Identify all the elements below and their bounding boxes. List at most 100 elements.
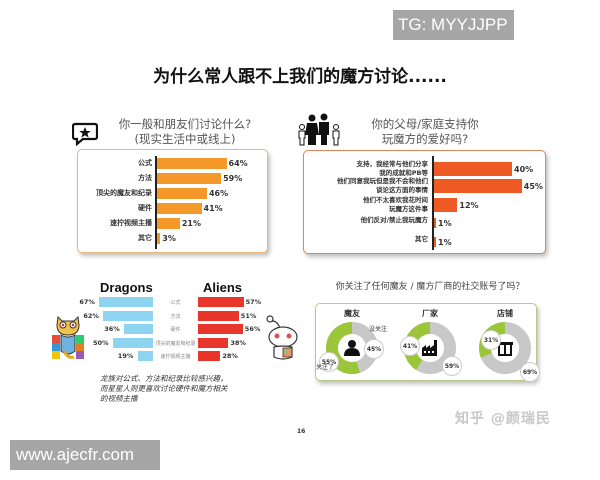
chart2-bar: [434, 179, 522, 193]
page-title: 为什么常人跟不上我们的魔方讨论......: [153, 67, 447, 87]
dragons-value-label: 67%: [79, 298, 95, 306]
chart2-category-line: 玩魔方这件事: [389, 205, 428, 213]
butterfly-category-label: 公式: [170, 300, 181, 306]
chart2-category-label: 他们反对/禁止我玩魔方: [318, 216, 428, 225]
dragons-bar: [124, 324, 153, 334]
chart3-note: 龙族对公式、方法和纪录比较感兴趣， 而星星人则更喜欢讨论硬件和魔方相关 的视频主…: [100, 374, 228, 403]
chart2-bar-row: 1%: [434, 218, 452, 228]
chart1-category-label: 顶尖的魔友和纪录: [96, 189, 152, 197]
butterfly-category-label: 顶尖的魔友和纪录: [155, 340, 196, 347]
aliens-value-label: 56%: [244, 325, 261, 333]
chart2-category-line: 其它: [415, 235, 428, 243]
donut-title: 厂家: [422, 309, 438, 318]
aliens-bar: [198, 337, 229, 348]
chart1-category-label: 其它: [138, 234, 152, 242]
chart2-bar: [434, 237, 436, 247]
donut-percent-bubble: 55%: [319, 352, 339, 372]
chart2-category-label: 他们不太喜欢我花时间 玩魔方这件事: [318, 196, 428, 214]
donut-percent-bubble: 41%: [400, 336, 420, 356]
dragons-value-label: 62%: [83, 311, 99, 320]
chart1-bar: [157, 203, 202, 214]
donut-title: 店铺: [497, 309, 513, 318]
chat-star-icon: [71, 122, 99, 147]
chart1-bar-row: 64%: [157, 158, 248, 169]
aliens-value-label: 57%: [245, 298, 262, 306]
donut-percent-bubble: 59%: [442, 356, 462, 376]
chart1-category-label: 公式: [138, 159, 152, 167]
chart1-category-label: 方法: [138, 174, 152, 182]
chart1-bar: [157, 173, 222, 184]
aliens-bar: [198, 351, 221, 361]
aliens-bar: [198, 324, 243, 334]
watermark-bottom: www.ajecfr.com: [10, 440, 160, 470]
butterfly-category-label: 硬件: [170, 327, 181, 333]
chart1-bar-row: 59%: [157, 173, 242, 184]
donut-percent-bubble: 45%: [364, 339, 384, 359]
aliens-value-label: 38%: [230, 338, 246, 347]
aliens-value-label: 51%: [240, 311, 257, 320]
aliens-value-label: 28%: [222, 352, 238, 360]
chart2-value-label: 12%: [459, 200, 479, 210]
chart1-axis: [155, 156, 157, 249]
chart2-category-line: 我的成就和PB等: [379, 169, 428, 177]
chart2-value-label: 1%: [438, 218, 452, 228]
chart2-category-label: 他们同意我玩但是我不会和他们 谈论这方面的事情: [318, 177, 428, 195]
chart2-value-label: 45%: [523, 181, 543, 191]
page-number: 16: [297, 428, 306, 435]
chart1-value-label: 64%: [228, 159, 248, 168]
dragons-value-label: 19%: [117, 352, 134, 360]
chart2-value-label: 40%: [514, 164, 534, 174]
dragons-bar: [99, 297, 153, 307]
butterfly-category-label: 方法: [170, 313, 181, 320]
chart2-axis: [432, 156, 434, 250]
watermark-top: TG: MYYJJPP: [393, 10, 514, 40]
not-followed-label: 没关注: [369, 326, 388, 333]
chart2-category-line: 他们反对/禁止我玩魔方: [360, 216, 428, 224]
chart2-bar-row: 12%: [434, 198, 479, 212]
dragons-bar: [137, 351, 153, 361]
chart2-category-label: 其它: [318, 235, 428, 244]
chart1-value-label: 3%: [162, 234, 176, 243]
aliens-bar: [198, 310, 239, 321]
chart2-title: 你的父母/家庭支持你 玩魔方的爱好吗?: [371, 117, 479, 146]
chart2-bar-row: 45%: [434, 179, 543, 193]
zhihu-watermark: 知乎 @颜瑞民: [455, 411, 551, 427]
dragons-bar: [113, 337, 153, 348]
dragons-bar: [103, 310, 153, 321]
chart1-value-label: 21%: [181, 219, 201, 228]
chart1-bar-row: 21%: [157, 218, 201, 229]
followed-label: 关注了: [316, 364, 335, 371]
chart1-bar: [157, 188, 207, 199]
chart1-bar-row: 3%: [157, 233, 176, 244]
donut-percent-bubble: 69%: [520, 362, 540, 382]
chart2-value-label: 1%: [438, 237, 452, 247]
chart2-bar-row: 1%: [434, 237, 452, 247]
donut-percent-bubble: 31%: [481, 330, 501, 350]
dragon-mascot-icon: [50, 313, 86, 363]
butterfly-category-label: 速拧视频主播: [160, 354, 191, 360]
chart2-category-line: 谈论这方面的事情: [376, 186, 428, 194]
dragons-value-label: 50%: [93, 338, 109, 347]
chart1-bar-row: 41%: [157, 203, 223, 214]
chart4-title: 你关注了任何魔友 / 魔方厂商的社交账号了吗？: [335, 282, 525, 292]
chart2-category-label: 支持，我经常与他们分享 我的成就和PB等: [318, 160, 429, 178]
chart2-bar-row: 40%: [434, 162, 533, 176]
chart1-bar: [157, 218, 180, 229]
chart2-bar: [434, 218, 436, 228]
chart1-value-label: 41%: [203, 204, 223, 213]
dragons-value-label: 36%: [104, 325, 120, 333]
dragons-header: Dragons: [100, 280, 153, 295]
chart2-bar: [434, 162, 512, 176]
alien-mascot-icon: [265, 315, 301, 365]
chart1-bar-row: 46%: [157, 188, 228, 199]
aliens-bar: [198, 297, 244, 307]
chart1-bar: [157, 233, 161, 244]
chart1-category-label: 硬件: [138, 204, 152, 212]
chart1-bar: [157, 158, 227, 169]
chart2-category-line: 支持，我经常与他们分享: [356, 160, 429, 168]
chart1-value-label: 59%: [223, 174, 243, 183]
chart1-category-label: 速拧视频主播: [110, 219, 152, 227]
chart2-category-line: 他们同意我玩但是我不会和他们: [337, 177, 428, 185]
family-icon: [296, 113, 342, 147]
donut-title: 魔友: [344, 309, 360, 318]
